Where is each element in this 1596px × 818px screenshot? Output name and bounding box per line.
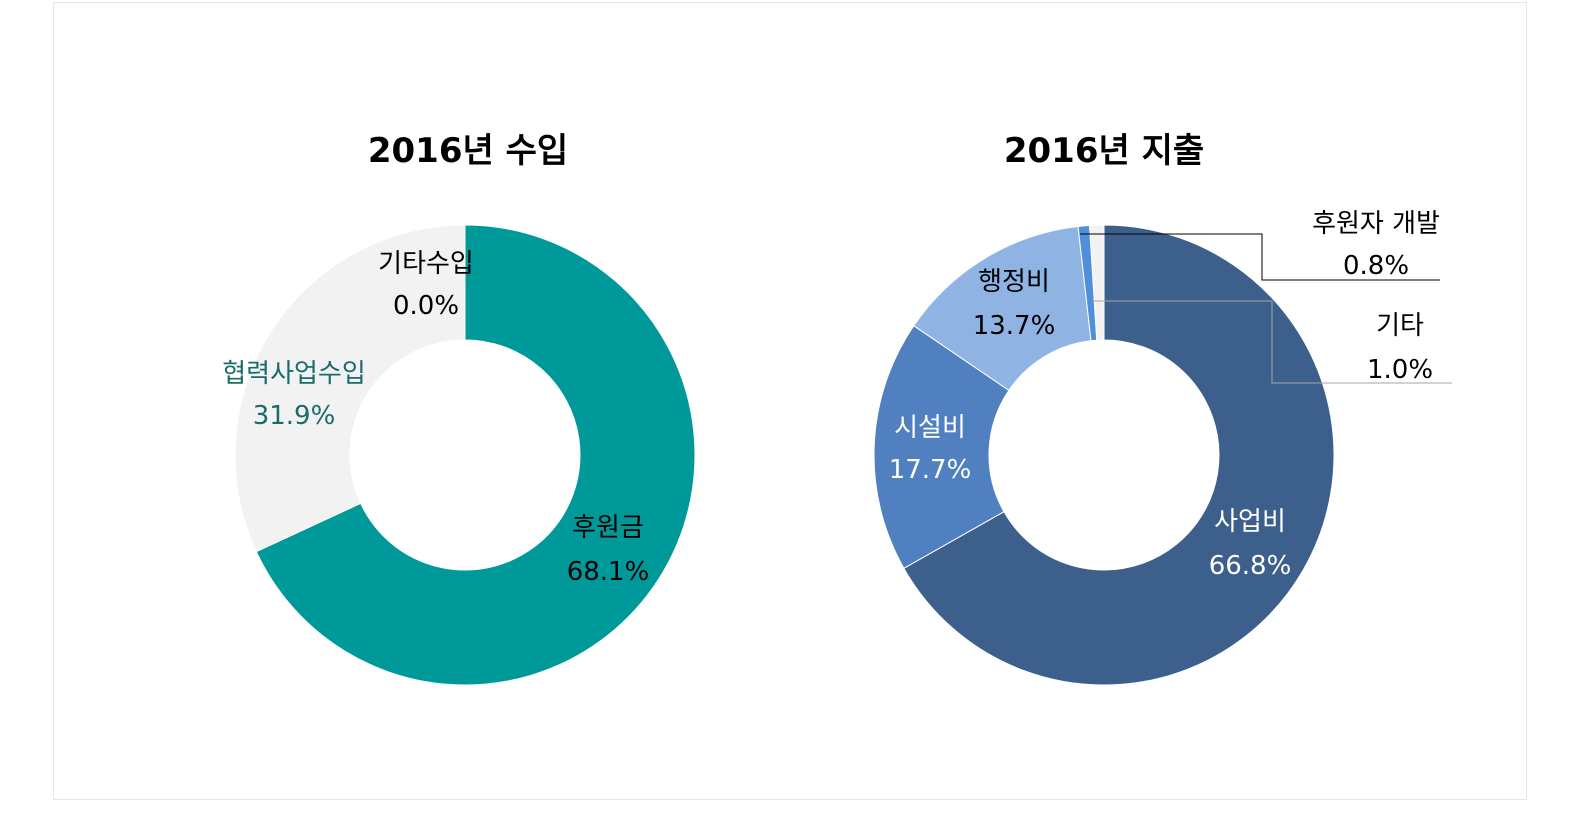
- income-slice-1: [234, 224, 466, 553]
- label-other-expense-value: 1.0%: [1367, 355, 1433, 385]
- leader-line-donor-development: [1080, 233, 1440, 281]
- label-project-name: 사업비: [1214, 507, 1286, 537]
- label-other-income-name: 기타수입: [378, 249, 474, 279]
- label-donations-name: 후원금: [572, 513, 644, 543]
- expense-donut: [873, 224, 1335, 686]
- expense-slice-0: [903, 224, 1335, 686]
- expense-slice-1: [873, 325, 1010, 570]
- label-facility-value: 17.7%: [889, 455, 972, 485]
- expense-slice-4: [1089, 224, 1105, 341]
- income-chart-title: 2016년 수입: [368, 131, 568, 171]
- label-other-income-value: 0.0%: [393, 291, 459, 321]
- label-donor-dev-name: 후원자 개발: [1312, 209, 1440, 239]
- label-facility-name: 시설비: [894, 413, 966, 443]
- label-admin-name: 행정비: [978, 267, 1050, 297]
- label-partnership-income-value: 31.9%: [253, 401, 336, 431]
- expense-chart-title: 2016년 지출: [1004, 131, 1204, 171]
- label-partnership-income-name: 협력사업수입: [222, 359, 366, 389]
- income-slice-0: [255, 224, 696, 686]
- label-donations-value: 68.1%: [567, 557, 650, 587]
- label-donor-dev-value: 0.8%: [1343, 251, 1409, 281]
- leader-line-other: [1094, 300, 1452, 384]
- label-admin-value: 13.7%: [973, 311, 1056, 341]
- label-other-expense-name: 기타: [1376, 311, 1424, 341]
- label-project-value: 66.8%: [1209, 551, 1292, 581]
- income-donut: [234, 224, 696, 686]
